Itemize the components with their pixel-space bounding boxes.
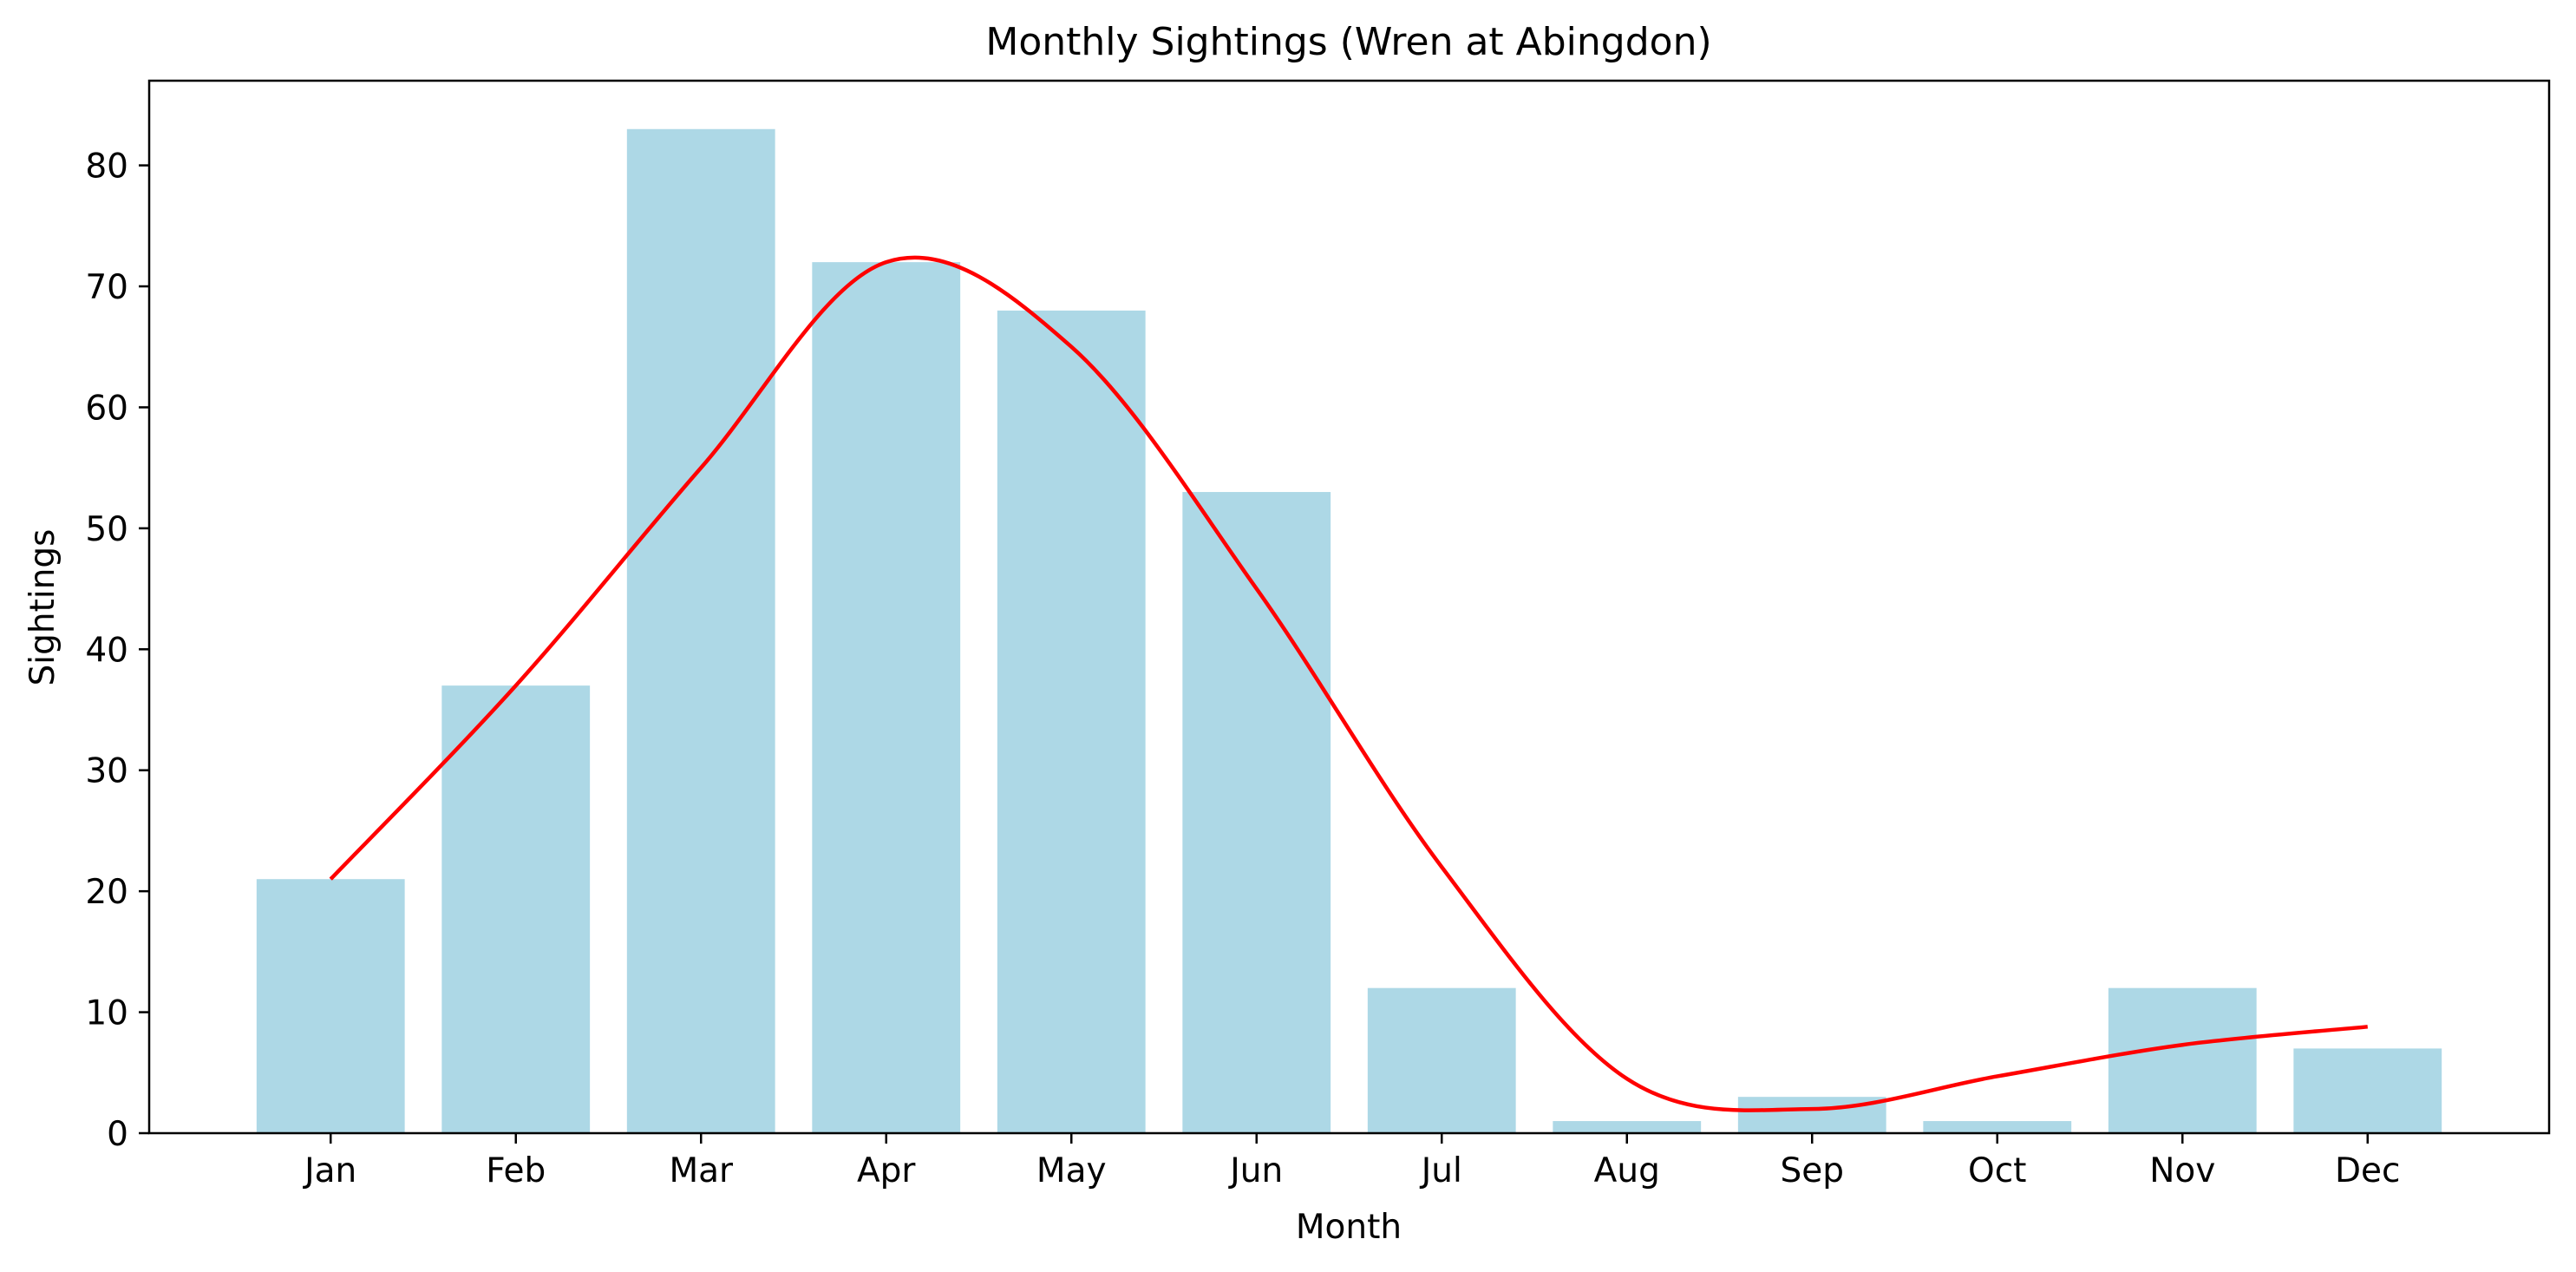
bar-feb bbox=[441, 685, 591, 1133]
trend-line-group bbox=[329, 255, 2368, 1112]
x-tick-label: Feb bbox=[486, 1151, 546, 1190]
bar-mar bbox=[626, 128, 775, 1133]
y-tick-label: 20 bbox=[85, 873, 128, 912]
x-tick-label: Mar bbox=[669, 1151, 734, 1190]
bar-jan bbox=[256, 879, 405, 1133]
x-tick-label: Dec bbox=[2335, 1151, 2400, 1190]
x-tick-label: Oct bbox=[1968, 1151, 2026, 1190]
plot-frame bbox=[147, 79, 2551, 1135]
bar-oct bbox=[1923, 1121, 2072, 1133]
bar-apr bbox=[812, 262, 961, 1133]
bar-nov bbox=[2108, 987, 2257, 1133]
bar-aug bbox=[1553, 1121, 1702, 1133]
y-tick-label: 30 bbox=[85, 752, 128, 791]
y-ticks-group: 0 10 20 30 40 50 60 70 80 bbox=[85, 148, 149, 1154]
x-tick-label: Jun bbox=[1227, 1151, 1283, 1190]
x-tick-label: Apr bbox=[857, 1151, 916, 1190]
bar-may bbox=[997, 310, 1146, 1133]
x-tick-label: Jul bbox=[1419, 1151, 1462, 1190]
bar-dec bbox=[2293, 1048, 2442, 1133]
x-tick-label: Sep bbox=[1781, 1151, 1845, 1190]
chart-title: Monthly Sightings (Wren at Abingdon) bbox=[985, 20, 1711, 64]
y-tick-label: 10 bbox=[85, 994, 128, 1033]
y-tick-label: 80 bbox=[85, 148, 128, 187]
x-tick-label: Aug bbox=[1594, 1151, 1660, 1190]
x-tick-label: May bbox=[1036, 1151, 1107, 1190]
x-tick-label: Jan bbox=[302, 1151, 356, 1190]
x-tick-label: Nov bbox=[2149, 1151, 2215, 1190]
x-ticks-group: Jan Feb Mar Apr May Jun Jul Aug Sep Oct Nov Dec bbox=[302, 1133, 2401, 1190]
y-tick-label: 50 bbox=[85, 510, 128, 549]
y-axis-label: Sightings bbox=[23, 529, 62, 686]
y-tick-label: 40 bbox=[85, 631, 128, 670]
trend-line bbox=[329, 255, 2368, 1112]
y-tick-label: 70 bbox=[85, 268, 128, 307]
x-axis-label: Month bbox=[1296, 1208, 1402, 1247]
bar-jul bbox=[1367, 987, 1516, 1133]
bar-sep bbox=[1737, 1097, 1886, 1133]
y-tick-label: 0 bbox=[107, 1115, 128, 1154]
bars-group bbox=[256, 128, 2442, 1133]
bar-jun bbox=[1182, 492, 1331, 1133]
y-tick-label: 60 bbox=[85, 389, 128, 428]
